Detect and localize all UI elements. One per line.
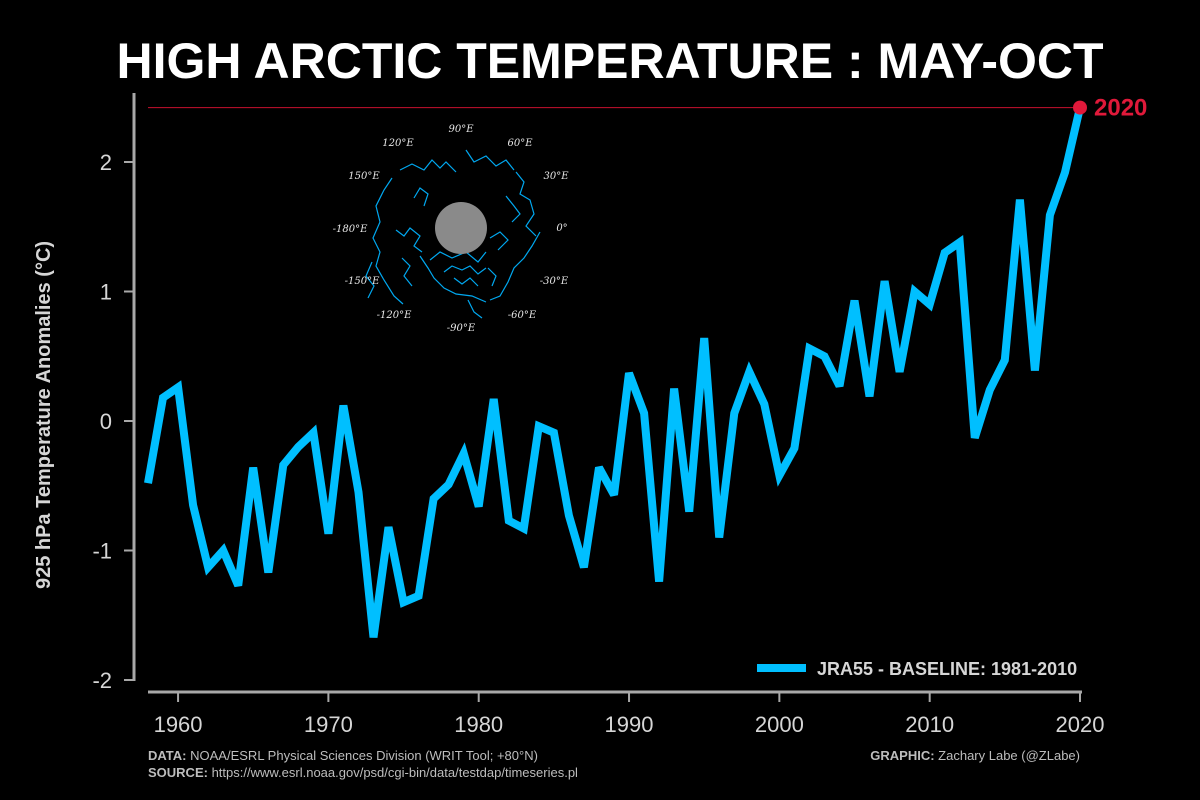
- x-tick-label: 2000: [755, 712, 804, 737]
- series-line: [144, 106, 1084, 638]
- map-coastlines: [365, 149, 541, 319]
- map-label-30e: 30°E: [543, 171, 569, 182]
- y-tick-label: 0: [100, 409, 112, 434]
- map-label-minus30e: -30°E: [540, 276, 569, 287]
- y-tick-label: 1: [100, 280, 112, 305]
- footer-source-text: https://www.esrl.noaa.gov/psd/cgi-bin/da…: [212, 765, 578, 780]
- record-marker: [1073, 100, 1087, 115]
- y-tick-label: -2: [92, 668, 112, 693]
- footer-data-text: NOAA/ESRL Physical Sciences Division (WR…: [190, 748, 538, 763]
- x-tick-label: 1960: [154, 712, 203, 737]
- footer-graphic-text: Zachary Labe (@ZLabe): [938, 748, 1080, 763]
- x-tick-label: 2020: [1056, 712, 1105, 737]
- y-ticks: -2 -1 0 1 2: [92, 150, 134, 693]
- x-tick-label: 2010: [905, 712, 954, 737]
- map-label-90e: 90°E: [448, 124, 474, 135]
- y-tick-label: -1: [92, 539, 112, 564]
- record-year-label: 2020: [1094, 95, 1147, 122]
- y-axis-label: 925 hPa Temperature Anomalies (°C): [33, 241, 55, 589]
- map-label-120e: 120°E: [382, 138, 414, 149]
- legend-label: JRA55 - BASELINE: 1981-2010: [817, 659, 1077, 679]
- arctic-inset-map: 90°E 60°E 30°E 0° -30°E -60°E -90°E -120…: [333, 124, 570, 334]
- x-tick-label: 1980: [454, 712, 503, 737]
- footer-graphic: GRAPHIC: Zachary Labe (@ZLabe): [870, 748, 1080, 763]
- x-ticks: 1960 1970 1980 1990 2000 2010 2020: [154, 692, 1105, 737]
- y-tick-label: 2: [100, 150, 112, 175]
- legend: JRA55 - BASELINE: 1981-2010: [757, 659, 1077, 679]
- map-label-150e: 150°E: [348, 171, 380, 182]
- x-tick-label: 1970: [304, 712, 353, 737]
- footer-data: DATA: NOAA/ESRL Physical Sciences Divisi…: [148, 748, 538, 763]
- map-label-minus90e: -90°E: [447, 323, 476, 334]
- chart-title: HIGH ARCTIC TEMPERATURE : MAY-OCT: [116, 33, 1103, 89]
- map-label-60e: 60°E: [507, 138, 533, 149]
- footer-source-label: SOURCE:: [148, 765, 208, 780]
- map-label-minus120e: -120°E: [377, 310, 412, 321]
- pole-mask-circle: [435, 202, 487, 254]
- x-tick-label: 1990: [605, 712, 654, 737]
- footer-source: SOURCE: https://www.esrl.noaa.gov/psd/cg…: [148, 765, 578, 780]
- map-label-0: 0°: [556, 223, 567, 234]
- map-label-minus150e: -150°E: [345, 276, 380, 287]
- map-label-minus60e: -60°E: [508, 310, 537, 321]
- footer-data-label: DATA:: [148, 748, 187, 763]
- series-layer: [144, 106, 1084, 638]
- footer-graphic-label: GRAPHIC:: [870, 748, 934, 763]
- map-label-minus180e: -180°E: [333, 224, 368, 235]
